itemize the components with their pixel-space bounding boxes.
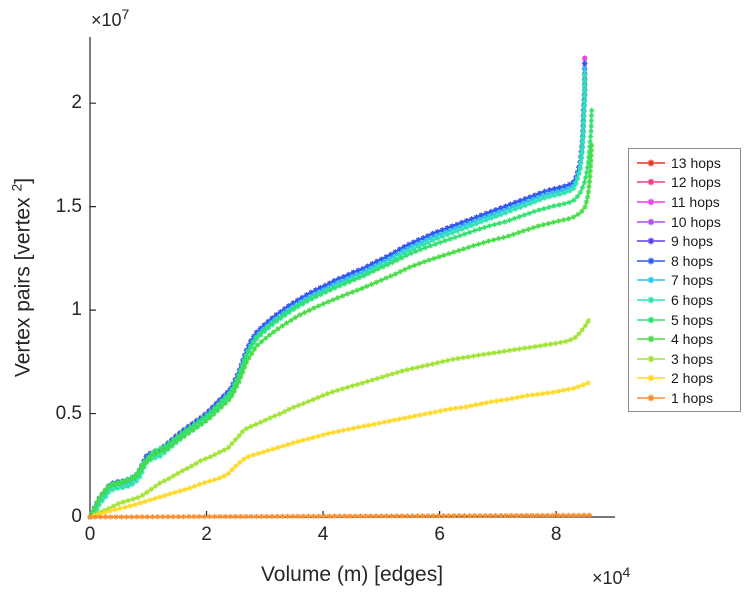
legend-label: 9 hops: [671, 233, 714, 250]
series-markers-5-hops: [87, 107, 595, 520]
x-tick-label: 6: [434, 524, 445, 545]
legend-box: 13 hops 12 hops 11 hops 10 hops 9 hops 8 hops…: [628, 148, 741, 412]
legend-label: 7 hops: [671, 272, 714, 289]
legend-label: 10 hops: [671, 213, 721, 230]
legend-line-sample-4-hops: [637, 335, 665, 343]
x-axis-exponent: ×104: [592, 564, 631, 588]
series-markers-4-hops: [87, 142, 595, 520]
legend-label: 5 hops: [671, 311, 714, 328]
series-markers-3-hops: [87, 318, 591, 520]
legend-line-sample-7-hops: [637, 276, 665, 284]
legend-label: 8 hops: [671, 252, 714, 269]
legend-label: 12 hops: [671, 174, 721, 191]
legend-label: 3 hops: [671, 350, 714, 367]
series-line-5-hops: [89, 109, 593, 518]
x-tick-label: 8: [550, 524, 562, 545]
legend-item-7-hops: 7 hops: [629, 271, 740, 291]
legend-item-9-hops: 9 hops: [629, 231, 740, 251]
x-axis-title: Volume (m) [edges]: [260, 563, 444, 586]
legend-line-sample-12-hops: [637, 178, 665, 186]
legend-line-sample-13-hops: [637, 159, 665, 167]
legend-line-sample-5-hops: [637, 316, 665, 323]
legend-label: 4 hops: [671, 331, 714, 348]
legend-line-sample-8-hops: [637, 257, 665, 265]
legend-label: 2 hops: [671, 370, 714, 387]
legend-item-10-hops: 10 hops: [629, 212, 740, 232]
legend-line-sample-1-hops: [637, 394, 665, 402]
legend-line-sample-2-hops: [637, 374, 665, 382]
legend-item-5-hops: 5 hops: [629, 310, 740, 330]
y-tick-label: 0.5: [55, 402, 82, 424]
series-line-4-hops: [89, 144, 593, 518]
legend-item-12-hops: 12 hops: [629, 173, 740, 193]
legend-item-3-hops: 3 hops: [629, 349, 740, 369]
legend-item-2-hops: 2 hops: [629, 369, 740, 389]
legend-item-1-hops: 1 hops: [629, 388, 740, 408]
y-tick-label: 0: [71, 506, 82, 527]
y-tick-label: 2: [71, 92, 82, 114]
legend-line-sample-6-hops: [637, 296, 665, 304]
series-markers-1-hops: [87, 512, 592, 520]
legend-label: 13 hops: [671, 154, 721, 171]
x-tick-label: 0: [84, 524, 96, 545]
y-tick-label: 1: [71, 299, 82, 321]
legend-item-11-hops: 11 hops: [629, 192, 740, 212]
y-axis-exponent: ×107: [91, 6, 130, 30]
legend-label: 6 hops: [671, 291, 714, 308]
y-tick-label: 1.5: [55, 195, 82, 217]
legend-item-4-hops: 4 hops: [629, 329, 740, 349]
legend-line-sample-10-hops: [637, 218, 665, 225]
legend-label: 1 hops: [671, 389, 714, 406]
legend-line-sample-3-hops: [637, 355, 665, 363]
x-tick-label: 4: [317, 524, 329, 545]
legend-line-sample-11-hops: [637, 198, 665, 206]
legend-item-6-hops: 6 hops: [629, 290, 740, 310]
legend-item-13-hops: 13 hops: [629, 153, 740, 173]
legend-label: 11 hops: [671, 193, 720, 210]
legend-item-8-hops: 8 hops: [629, 251, 740, 271]
x-tick-label: 2: [201, 524, 212, 545]
legend-line-sample-9-hops: [637, 237, 665, 245]
